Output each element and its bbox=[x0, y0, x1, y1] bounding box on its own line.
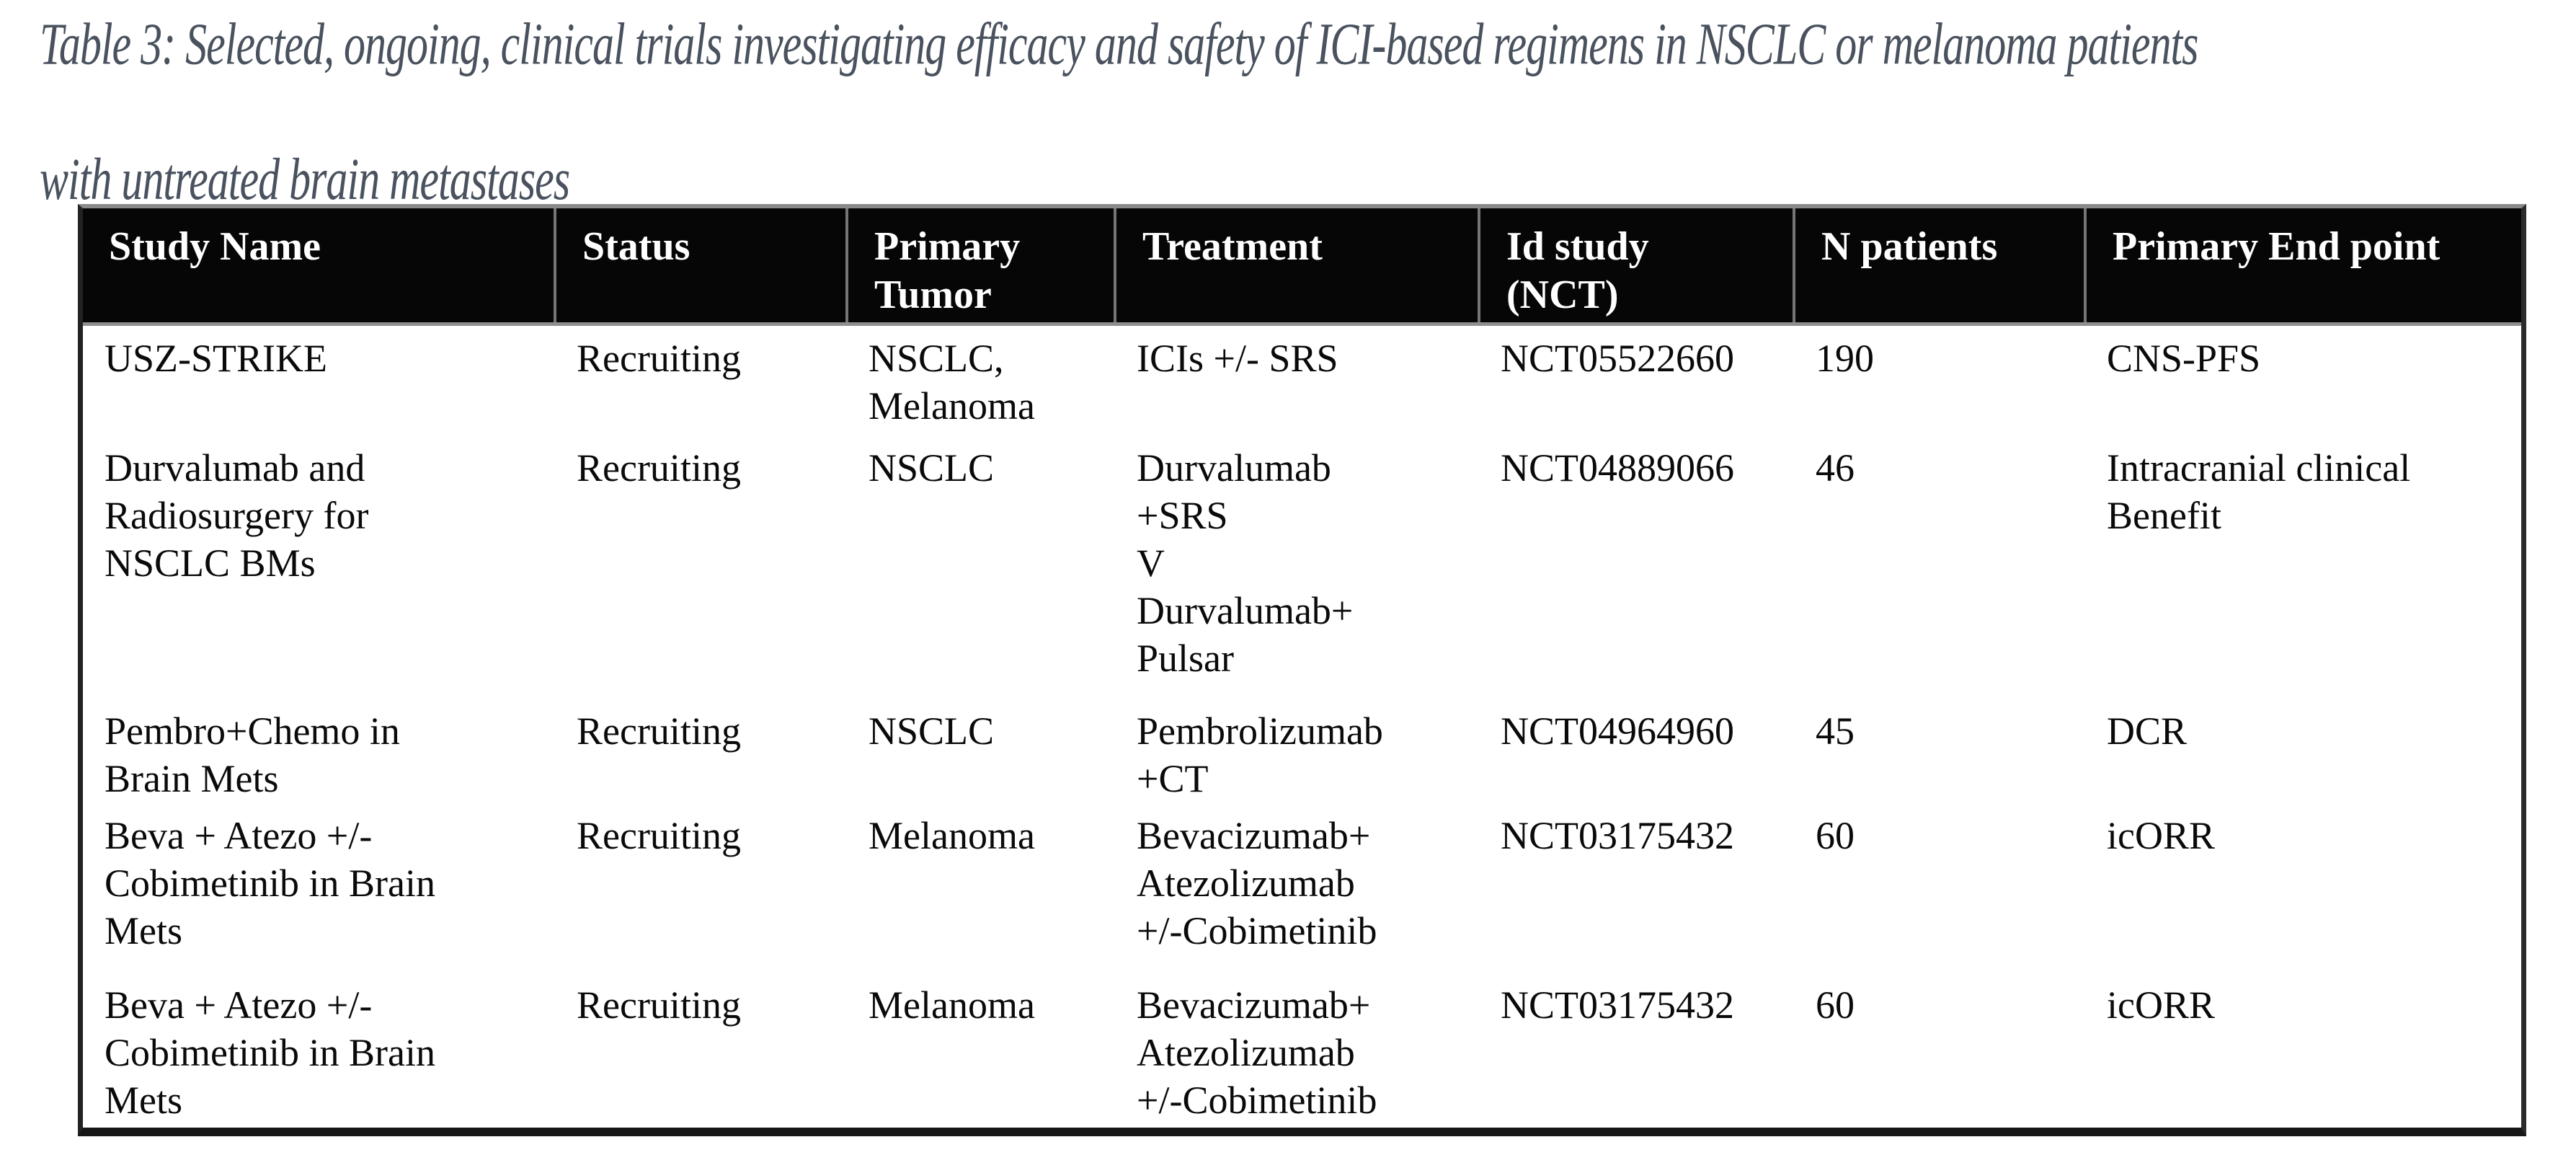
n-patients-cell: 45 bbox=[1794, 699, 2085, 803]
clinical-trials-table: Study Name Status Primary Tumor Treatmen… bbox=[83, 208, 2521, 1128]
primary-end-point-cell: CNS-PFS bbox=[2085, 324, 2521, 435]
status-cell: Recruiting bbox=[555, 803, 847, 973]
study-name-cell: Beva + Atezo +/- Cobimetinib in Brain Me… bbox=[83, 803, 555, 973]
treatment-cell: ICIs +/- SRS bbox=[1115, 324, 1479, 435]
primary-tumor-cell: Melanoma bbox=[847, 973, 1115, 1128]
table-caption: Table 3: Selected, ongoing, clinical tri… bbox=[40, 10, 2562, 213]
table-row: Beva + Atezo +/- Cobimetinib in Brain Me… bbox=[83, 803, 2521, 973]
column-header-id-study-nct: Id study (NCT) bbox=[1479, 208, 1795, 326]
primary-end-point-cell: icORR bbox=[2085, 803, 2521, 973]
status-cell: Recruiting bbox=[555, 699, 847, 803]
column-header-primary-end-point: Primary End point bbox=[2085, 208, 2521, 326]
status-cell: Recruiting bbox=[555, 324, 847, 435]
id-study-nct-cell: NCT03175432 bbox=[1479, 803, 1794, 973]
study-name-cell: Pembro+Chemo in Brain Mets bbox=[83, 699, 555, 803]
n-patients-cell: 46 bbox=[1794, 435, 2085, 699]
treatment-cell: Bevacizumab+ Atezolizumab +/-Cobimetinib bbox=[1115, 803, 1479, 973]
table-row: USZ-STRIKE Recruiting NSCLC, Melanoma IC… bbox=[83, 324, 2521, 435]
table-row: Durvalumab and Radiosurgery for NSCLC BM… bbox=[83, 435, 2521, 699]
n-patients-cell: 190 bbox=[1794, 324, 2085, 435]
primary-end-point-cell: Intracranial clinical Benefit bbox=[2085, 435, 2521, 699]
column-header-treatment: Treatment bbox=[1115, 208, 1480, 326]
column-header-status: Status bbox=[555, 208, 848, 326]
study-name-cell: Beva + Atezo +/- Cobimetinib in Brain Me… bbox=[83, 973, 555, 1128]
clinical-trials-table-container: Study Name Status Primary Tumor Treatmen… bbox=[78, 204, 2526, 1136]
primary-tumor-cell: NSCLC, Melanoma bbox=[847, 324, 1115, 435]
caption-line-1: Table 3: Selected, ongoing, clinical tri… bbox=[40, 11, 2199, 77]
table-row: Pembro+Chemo in Brain Mets Recruiting NS… bbox=[83, 699, 2521, 803]
status-cell: Recruiting bbox=[555, 435, 847, 699]
n-patients-cell: 60 bbox=[1794, 803, 2085, 973]
treatment-cell: Pembrolizumab +CT bbox=[1115, 699, 1479, 803]
column-header-study-name: Study Name bbox=[83, 208, 556, 326]
study-name-cell: USZ-STRIKE bbox=[83, 324, 555, 435]
id-study-nct-cell: NCT03175432 bbox=[1479, 973, 1794, 1128]
study-name-cell: Durvalumab and Radiosurgery for NSCLC BM… bbox=[83, 435, 555, 699]
column-header-primary-tumor: Primary Tumor bbox=[847, 208, 1116, 326]
primary-end-point-cell: icORR bbox=[2085, 973, 2521, 1128]
primary-tumor-cell: NSCLC bbox=[847, 699, 1115, 803]
id-study-nct-cell: NCT04889066 bbox=[1479, 435, 1794, 699]
status-cell: Recruiting bbox=[555, 973, 847, 1128]
primary-end-point-cell: DCR bbox=[2085, 699, 2521, 803]
id-study-nct-cell: NCT04964960 bbox=[1479, 699, 1794, 803]
column-header-n-patients: N patients bbox=[1794, 208, 2087, 326]
primary-tumor-cell: Melanoma bbox=[847, 803, 1115, 973]
primary-tumor-cell: NSCLC bbox=[847, 435, 1115, 699]
n-patients-cell: 60 bbox=[1794, 973, 2085, 1128]
treatment-cell: Bevacizumab+ Atezolizumab +/-Cobimetinib bbox=[1115, 973, 1479, 1128]
treatment-cell: Durvalumab +SRS V Durvalumab+ Pulsar bbox=[1115, 435, 1479, 699]
caption-line-2: with untreated brain metastases bbox=[40, 146, 570, 213]
id-study-nct-cell: NCT05522660 bbox=[1479, 324, 1794, 435]
table-row: Beva + Atezo +/- Cobimetinib in Brain Me… bbox=[83, 973, 2521, 1128]
table-header-row: Study Name Status Primary Tumor Treatmen… bbox=[83, 208, 2521, 326]
